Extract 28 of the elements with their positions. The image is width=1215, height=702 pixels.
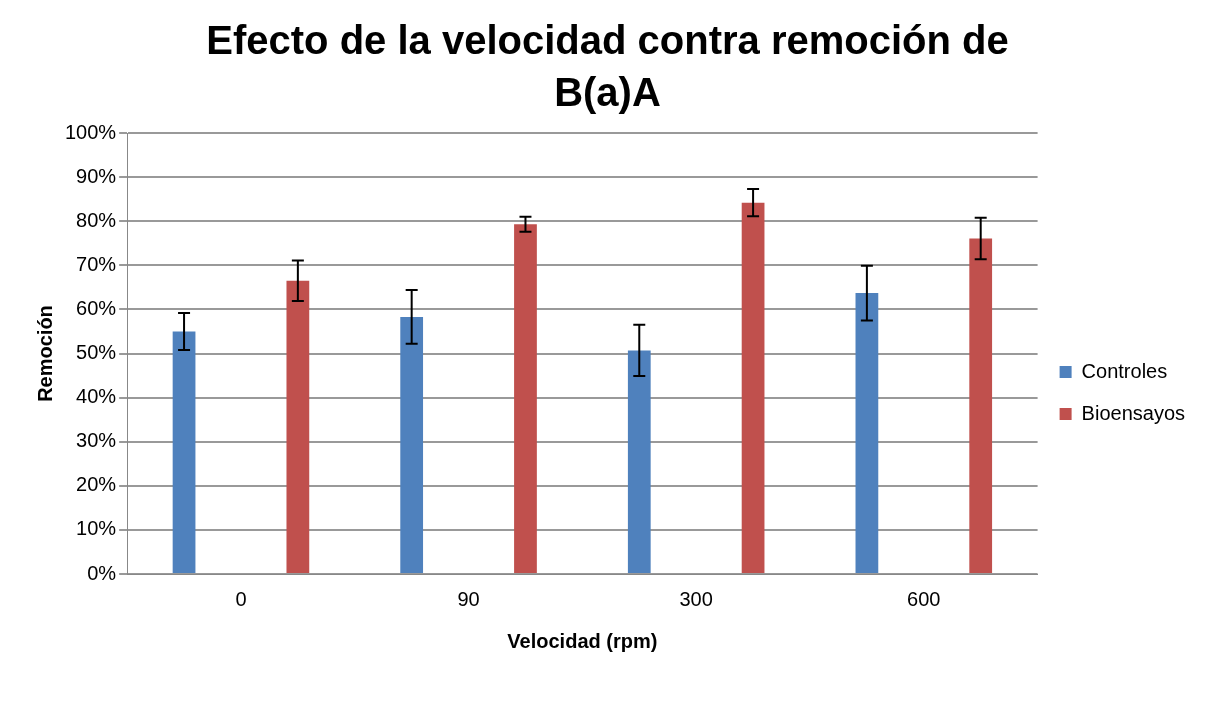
- bar: [514, 224, 537, 573]
- y-tick-label: 0%: [87, 561, 117, 584]
- bar: [172, 331, 196, 573]
- x-tick-label: 90: [457, 587, 480, 610]
- y-tick-label: 40%: [76, 385, 117, 408]
- x-axis-title: Velocidad (rpm): [507, 629, 658, 652]
- y-axis-title: Remoción: [33, 305, 56, 402]
- bar: [400, 316, 424, 573]
- y-tick-label: 50%: [76, 341, 117, 364]
- bar: [741, 202, 765, 573]
- y-tick-label: 10%: [76, 517, 117, 540]
- y-tick-label: 30%: [76, 429, 117, 452]
- y-tick-label: 60%: [76, 296, 117, 319]
- legend-label: Controles: [1081, 359, 1168, 382]
- bar: [627, 350, 651, 573]
- bar: [286, 280, 310, 573]
- x-tick-label: 300: [679, 587, 713, 610]
- y-tick-label: 90%: [76, 164, 117, 187]
- chart-title: Efecto de la velocidad contra remoción de B(a)A: [205, 17, 1010, 116]
- y-tick-label: 100%: [65, 120, 117, 143]
- bar: [969, 238, 993, 573]
- y-tick-label: 20%: [76, 473, 117, 496]
- y-tick-label: 70%: [76, 252, 117, 275]
- bar: [855, 293, 879, 573]
- y-tick-label: 80%: [76, 208, 117, 231]
- x-tick-label: 600: [907, 587, 941, 610]
- x-tick-label: 0: [235, 587, 247, 610]
- legend-label: Bioensayos: [1081, 401, 1186, 424]
